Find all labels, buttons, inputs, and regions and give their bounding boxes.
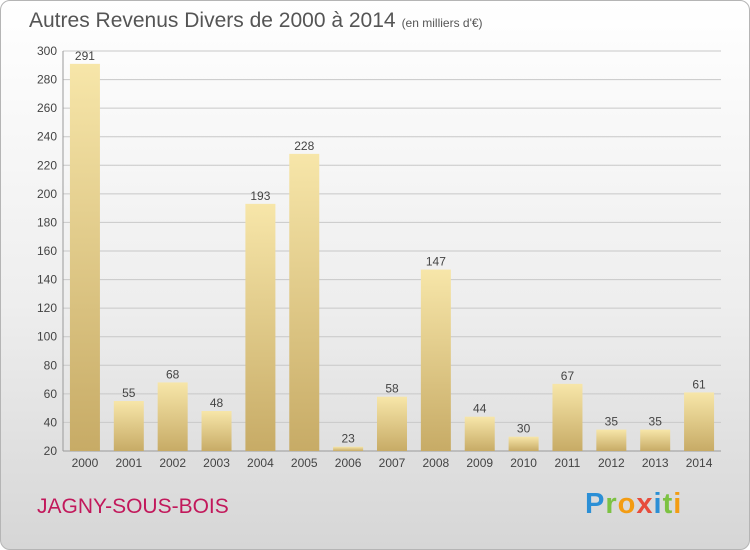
bar xyxy=(113,401,144,451)
y-tick-label: 220 xyxy=(37,158,57,172)
chart-title: Autres Revenus Divers de 2000 à 2014 (en … xyxy=(29,9,483,33)
bar xyxy=(245,203,276,451)
y-tick-label: 260 xyxy=(37,101,57,115)
data-label: 55 xyxy=(122,386,136,400)
x-tick-label: 2004 xyxy=(247,456,274,470)
logo-letter: o xyxy=(617,488,637,520)
logo-letter: P xyxy=(585,488,606,520)
bar xyxy=(69,63,100,451)
y-tick-label: 80 xyxy=(44,358,58,372)
bar xyxy=(464,416,495,451)
bar xyxy=(289,153,320,451)
y-tick-label: 180 xyxy=(37,215,57,229)
x-tick-label: 2002 xyxy=(159,456,186,470)
logo-letter: x xyxy=(636,488,654,520)
y-tick-label: 240 xyxy=(37,130,57,144)
x-tick-label: 2009 xyxy=(466,456,493,470)
x-tick-label: 2001 xyxy=(115,456,142,470)
data-label: 35 xyxy=(605,415,619,429)
y-tick-label: 120 xyxy=(37,301,57,315)
commune-name: JAGNY-SOUS-BOIS xyxy=(37,495,229,518)
bar xyxy=(333,446,364,451)
data-label: 193 xyxy=(250,189,270,203)
y-tick-label: 280 xyxy=(37,73,57,87)
data-label: 44 xyxy=(473,402,487,416)
data-label: 35 xyxy=(649,415,663,429)
x-tick-label: 2013 xyxy=(642,456,669,470)
bar xyxy=(377,396,407,451)
y-tick-label: 20 xyxy=(44,444,58,458)
x-tick-label: 2003 xyxy=(203,456,230,470)
data-label: 147 xyxy=(426,255,446,269)
x-tick-label: 2014 xyxy=(686,456,713,470)
bar xyxy=(420,269,451,451)
y-tick-label: 300 xyxy=(37,44,57,58)
bar xyxy=(552,383,583,451)
x-tick-label: 2007 xyxy=(379,456,406,470)
bar xyxy=(596,429,627,451)
data-label: 67 xyxy=(561,369,575,383)
x-tick-label: 2000 xyxy=(72,456,99,470)
data-label: 23 xyxy=(341,432,355,446)
x-tick-label: 2012 xyxy=(598,456,625,470)
y-tick-label: 100 xyxy=(37,330,57,344)
x-tick-label: 2011 xyxy=(555,456,581,470)
x-tick-label: 2006 xyxy=(335,456,362,470)
logo-letter: t xyxy=(662,488,674,520)
x-tick-label: 2008 xyxy=(423,456,450,470)
bar xyxy=(640,429,671,451)
x-tick-label: 2005 xyxy=(291,456,318,470)
y-tick-label: 60 xyxy=(44,387,58,401)
y-tick-label: 160 xyxy=(37,244,57,258)
data-label: 291 xyxy=(75,49,95,63)
x-tick-label: 2010 xyxy=(510,456,537,470)
proxiti-logo: Proxiti xyxy=(585,488,682,521)
y-tick-label: 140 xyxy=(37,273,57,287)
title-text: Autres Revenus Divers de 2000 à 2014 xyxy=(29,9,396,32)
data-label: 58 xyxy=(385,382,399,396)
y-tick-label: 40 xyxy=(44,415,58,429)
bar xyxy=(508,436,539,451)
bar xyxy=(684,392,715,451)
data-label: 68 xyxy=(166,367,180,381)
bar xyxy=(201,411,232,451)
logo-letter: r xyxy=(605,488,618,520)
data-label: 61 xyxy=(692,377,706,391)
y-tick-label: 200 xyxy=(37,187,57,201)
data-label: 30 xyxy=(517,422,531,436)
data-label: 228 xyxy=(294,139,314,153)
title-unit: (en milliers d'€) xyxy=(401,16,483,30)
data-label: 48 xyxy=(210,396,224,410)
bar xyxy=(157,382,188,451)
logo-letter: i xyxy=(673,488,683,520)
logo-letter: i xyxy=(653,488,663,520)
